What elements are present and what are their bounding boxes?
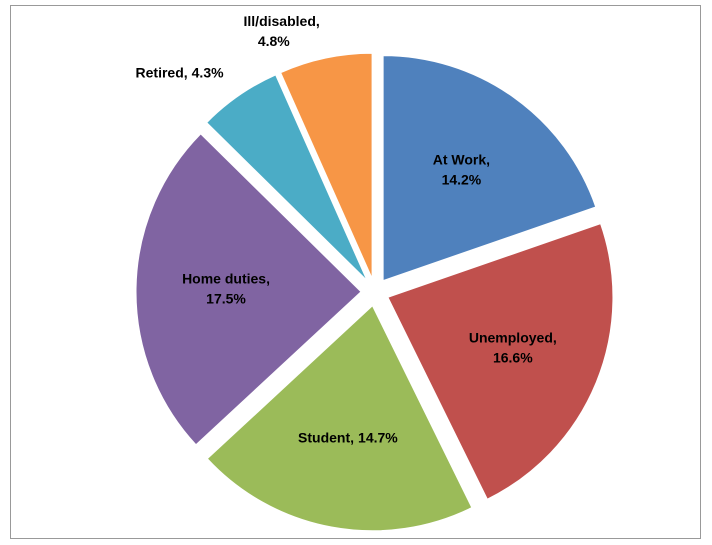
pie-slice — [387, 223, 614, 500]
slice-label: Student, 14.7% — [298, 429, 398, 445]
slice-label: Home duties, 17.5% — [182, 270, 270, 306]
pie-slice — [382, 55, 597, 282]
slice-value: 17.5% — [206, 290, 246, 306]
slice-label: Ill/disabled, 4.8% — [244, 12, 320, 48]
slice-value: 4.8% — [258, 32, 290, 48]
pie-slice — [280, 52, 373, 279]
slice-label: At Work, 14.2% — [433, 151, 490, 187]
pie-slice — [135, 133, 362, 446]
slice-category: At Work, — [433, 151, 490, 167]
slice-value: 14.7% — [358, 429, 398, 445]
slice-label: Retired, 4.3% — [136, 64, 225, 80]
slice-category: Unemployed, — [469, 329, 557, 345]
pie-slice — [206, 304, 473, 532]
slice-category: Student, — [298, 429, 354, 445]
slice-category: Home duties, — [182, 270, 270, 286]
slice-label: Unemployed, 16.6% — [469, 329, 557, 365]
slice-value: 4.3% — [192, 64, 224, 80]
slice-category: Retired, — [136, 64, 188, 80]
slice-category: Ill/disabled, — [244, 12, 320, 28]
slice-value: 14.2% — [442, 171, 482, 187]
slice-value: 16.6% — [493, 349, 533, 365]
pie-slice — [206, 74, 368, 281]
